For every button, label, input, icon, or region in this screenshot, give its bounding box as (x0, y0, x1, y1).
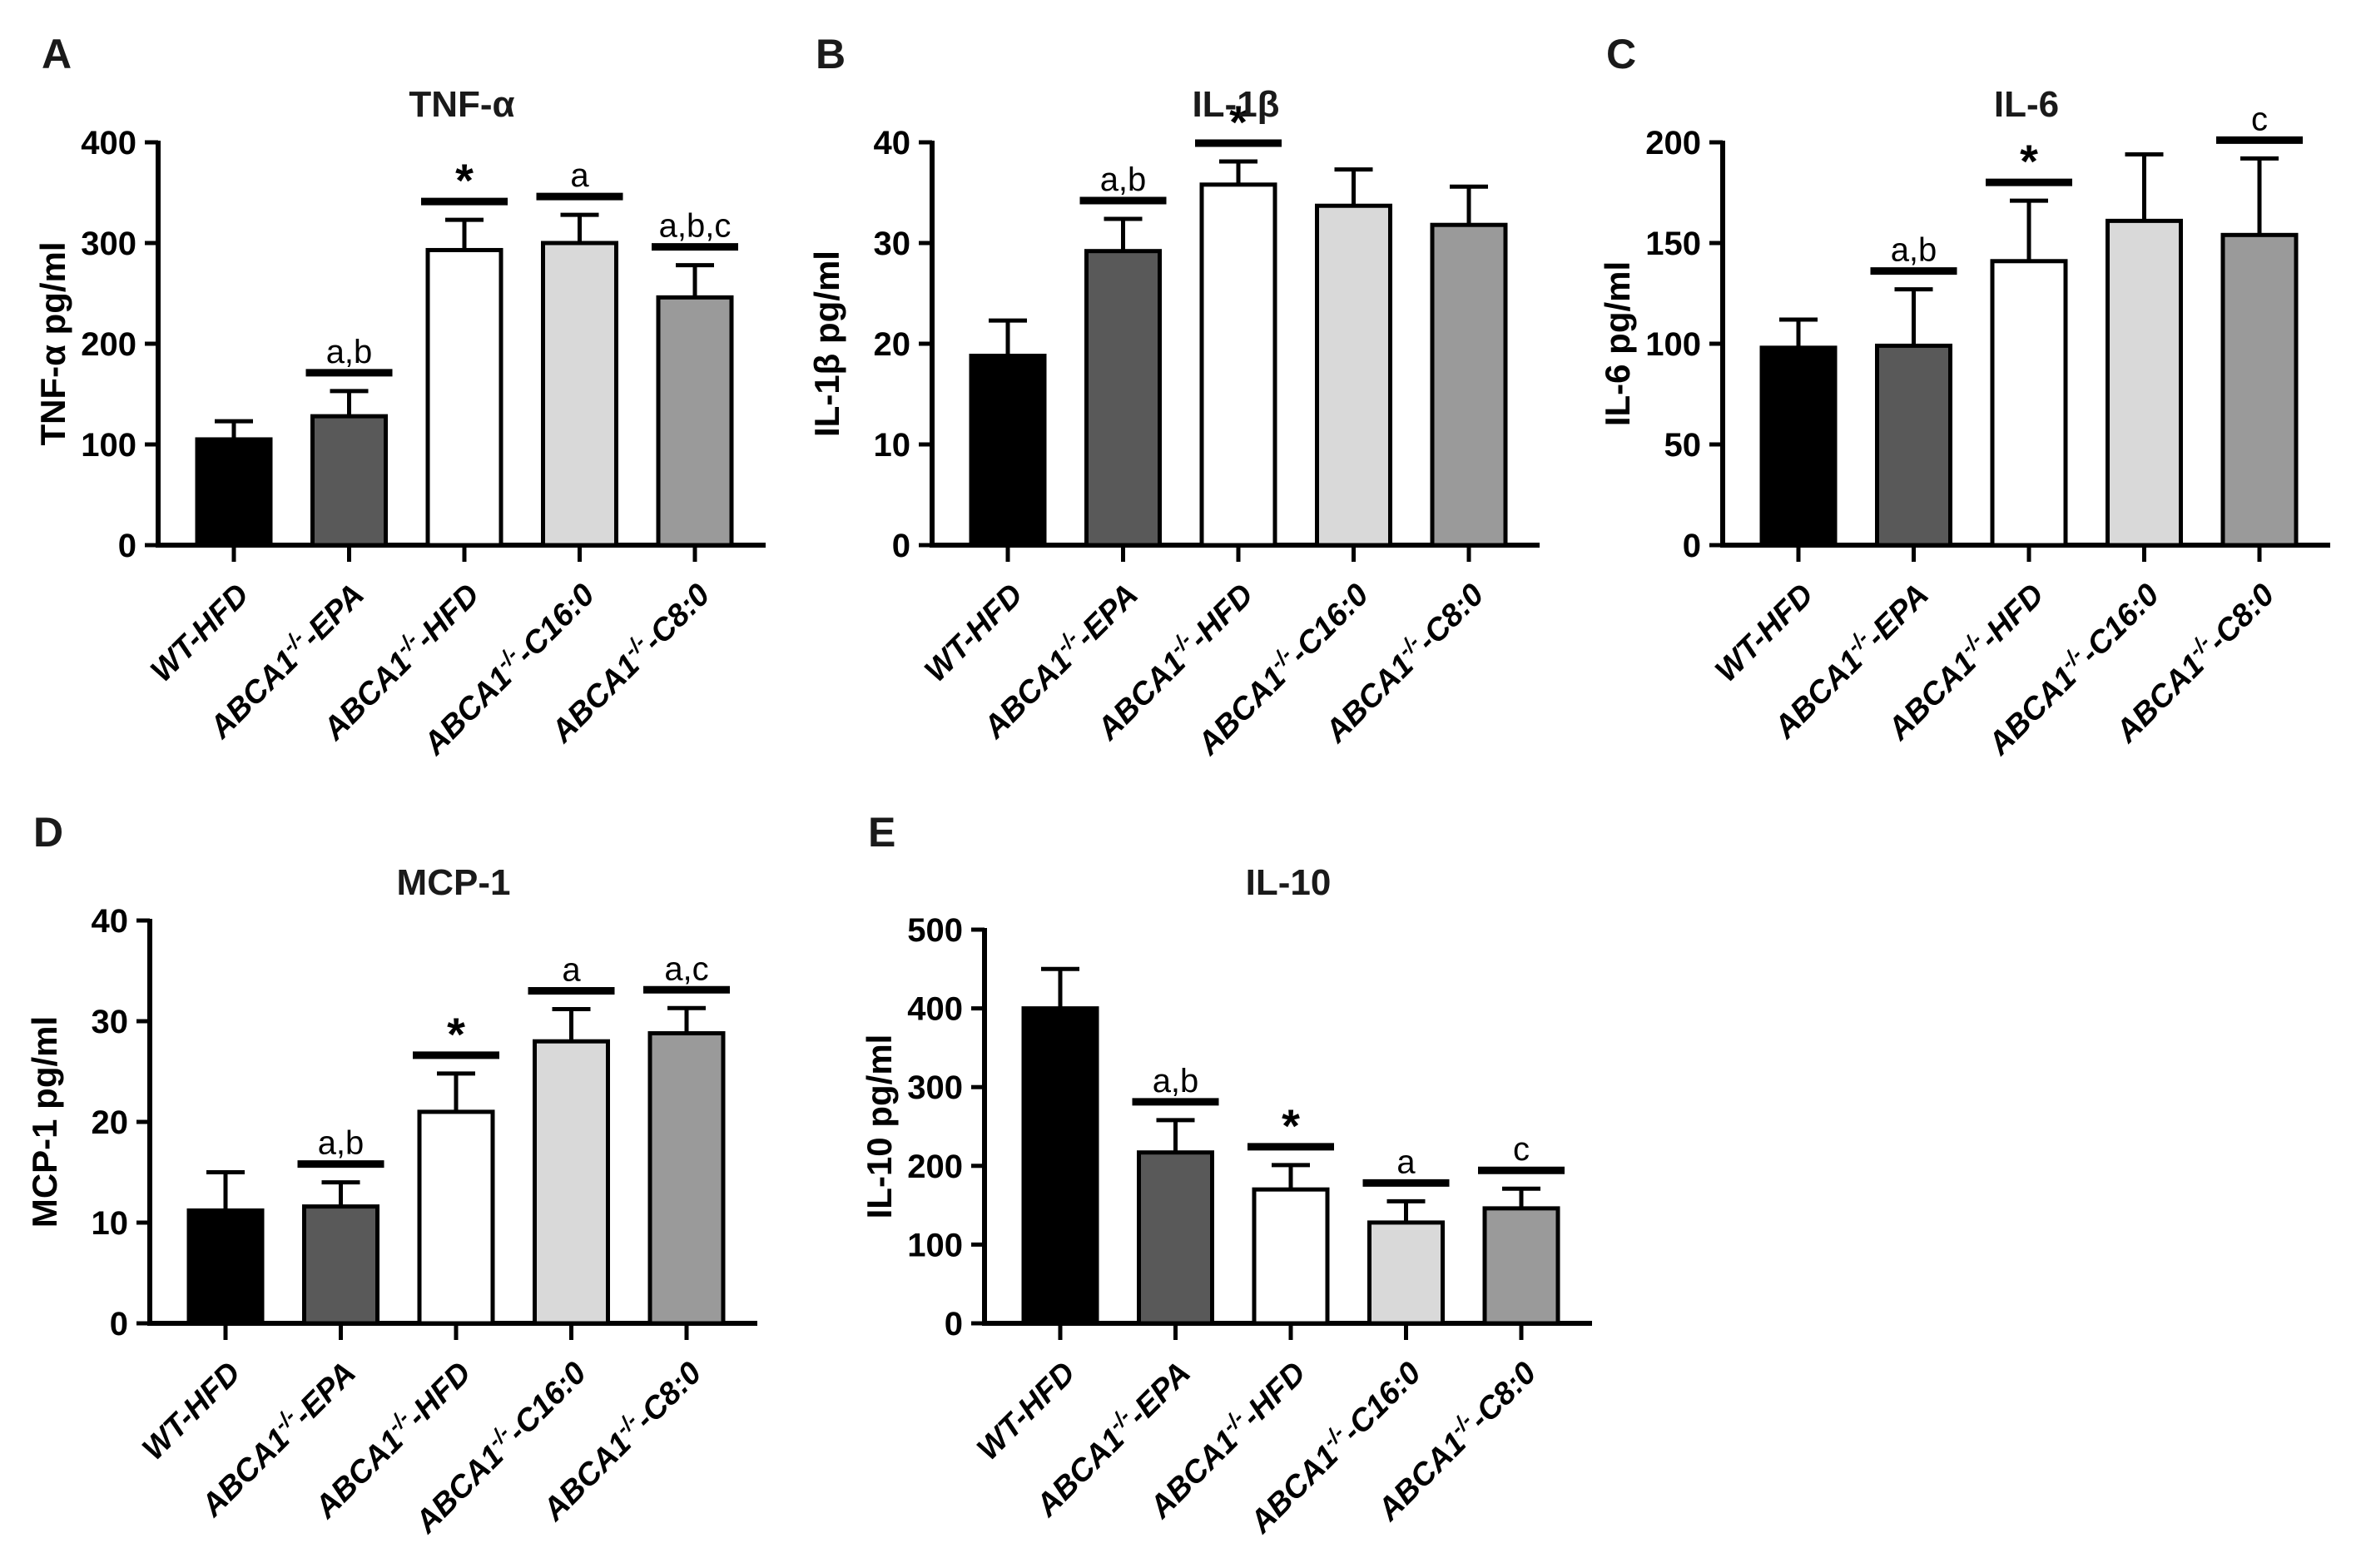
x-tick-label: WT-HFD (136, 1356, 247, 1467)
y-axis-label: IL-6 pg/ml (1598, 261, 1637, 426)
sig-label: a,c (664, 950, 708, 987)
bar (310, 414, 388, 548)
y-tick-label: 100 (907, 1227, 963, 1263)
bar (1137, 1150, 1214, 1326)
y-tick-label: 200 (907, 1149, 963, 1185)
y-tick-label: 0 (118, 528, 136, 564)
y-axis-label: IL-1β pg/ml (807, 251, 846, 437)
y-tick-label: 200 (1645, 125, 1701, 161)
bar (417, 1109, 495, 1326)
chart-title-il-10: IL-10 (1245, 862, 1332, 903)
bar (1084, 249, 1162, 548)
x-tick-label: WT-HFD (970, 1356, 1082, 1467)
y-axis-label: MCP-1 pg/ml (25, 1016, 64, 1228)
chart-title-mcp-1: MCP-1 (396, 862, 511, 903)
bar (1199, 182, 1277, 548)
sig-label: a,b (326, 334, 373, 370)
bar (647, 1031, 726, 1326)
sig-label: c (2251, 101, 2268, 137)
bar (1482, 1206, 1560, 1326)
y-tick-label: 40 (92, 903, 129, 940)
sig-label: * (1282, 1099, 1300, 1152)
panel-letter-e: E (868, 809, 896, 856)
bar (195, 437, 273, 548)
bar (1875, 343, 1952, 548)
panel-letter-d: D (33, 809, 64, 856)
sig-label: a (1396, 1144, 1416, 1180)
sig-label: a,b,c (659, 208, 732, 245)
sig-label: a (562, 951, 581, 988)
y-tick-label: 10 (92, 1205, 129, 1242)
y-tick-label: 200 (81, 326, 136, 363)
bar (969, 354, 1047, 548)
bar (656, 295, 734, 548)
y-tick-label: 500 (907, 912, 963, 949)
y-tick-label: 30 (874, 226, 911, 262)
bar (1021, 1006, 1099, 1326)
sig-label: a,b (1891, 232, 1937, 269)
y-tick-label: 100 (81, 427, 136, 464)
bar (1315, 203, 1392, 548)
y-tick-label: 50 (1664, 427, 1702, 464)
bar (2220, 232, 2299, 548)
bar (186, 1208, 265, 1326)
bar (1252, 1187, 1330, 1326)
chart-title-il-6: IL-6 (1993, 84, 2060, 125)
sig-label: a,b (318, 1125, 365, 1162)
x-tick-label: WT-HFD (918, 578, 1029, 689)
y-tick-label: 0 (110, 1306, 128, 1342)
sig-label: * (2020, 135, 2038, 187)
bar (425, 247, 503, 548)
y-tick-label: 100 (1645, 326, 1701, 363)
sig-label: c (1513, 1131, 1530, 1168)
sig-label: a,b (1153, 1063, 1199, 1099)
y-tick-label: 150 (1645, 226, 1701, 262)
y-tick-label: 20 (874, 326, 911, 363)
panel-letter-c: C (1606, 31, 1637, 77)
bar (1367, 1220, 1445, 1326)
y-tick-label: 0 (945, 1306, 963, 1342)
y-tick-label: 400 (81, 125, 136, 161)
x-tick-label: WT-HFD (144, 578, 255, 689)
bar (541, 241, 618, 548)
bar (1430, 222, 1508, 548)
y-tick-label: 40 (874, 125, 911, 161)
y-axis-label: IL-10 pg/ml (860, 1035, 899, 1219)
bar (302, 1204, 379, 1326)
panel-letter-b: B (816, 31, 846, 77)
panel-letter-a: A (42, 31, 72, 77)
sig-label: * (447, 1008, 465, 1060)
bar (533, 1039, 610, 1326)
chart-title-tnf-alpha: TNF-α (409, 84, 515, 125)
y-tick-label: 0 (1683, 528, 1701, 564)
y-tick-label: 10 (874, 427, 911, 464)
x-tick-label: WT-HFD (1709, 578, 1820, 689)
chart-title-il-1beta: IL-1β (1192, 84, 1280, 125)
bar (1759, 345, 1838, 548)
y-axis-label: TNF-α pg/ml (33, 241, 72, 445)
y-tick-label: 30 (92, 1004, 129, 1040)
y-tick-label: 20 (92, 1104, 129, 1141)
bar (2106, 218, 2183, 548)
sig-label: * (1229, 96, 1247, 148)
y-tick-label: 400 (907, 991, 963, 1028)
sig-label: a,b (1100, 161, 1147, 198)
sig-label: * (455, 154, 474, 206)
y-tick-label: 300 (907, 1069, 963, 1106)
bar (1990, 259, 2068, 548)
y-tick-label: 0 (892, 528, 910, 564)
y-tick-label: 300 (81, 226, 136, 262)
sig-label: a (570, 157, 589, 194)
